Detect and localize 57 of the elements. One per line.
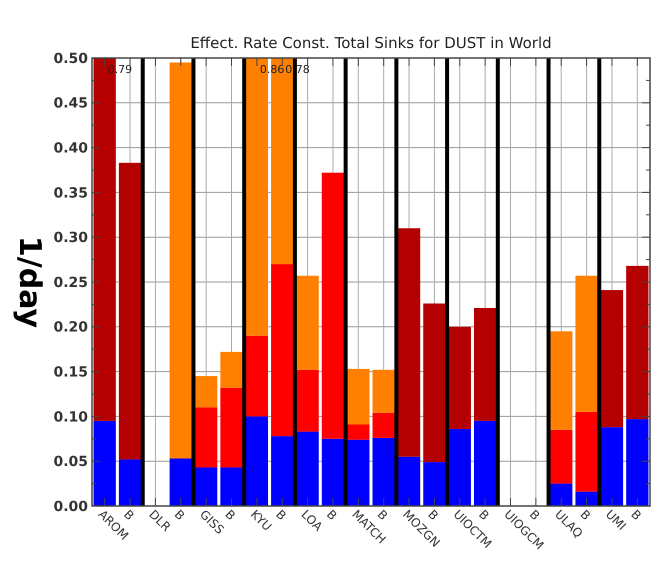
bar: [448, 326, 471, 429]
chart-title: Effect. Rate Const. Total Sinks for DUST in World: [190, 34, 552, 52]
bar: [347, 368, 370, 424]
bar: [550, 430, 572, 484]
bar: [575, 412, 598, 492]
y-tick-label: 0.30: [53, 230, 88, 246]
y-tick-label: 0.35: [53, 185, 88, 202]
bar: [94, 420, 116, 506]
x-tick-label: B: [324, 507, 340, 523]
y-tick-label: 0.40: [53, 140, 88, 156]
bar: [575, 492, 598, 506]
bar: [220, 467, 243, 506]
bar: [626, 419, 648, 506]
y-tick-label: 0.00: [53, 498, 88, 515]
bar: [271, 436, 294, 506]
y-tick-label: 0.50: [53, 50, 88, 67]
x-tick-label: B: [273, 507, 289, 523]
bar: [550, 331, 572, 430]
x-tick-label: B: [172, 507, 188, 523]
bar: [398, 456, 420, 506]
bar: [347, 424, 370, 440]
y-tick-label: 0.25: [53, 274, 88, 291]
bar: [448, 428, 471, 506]
bar: [372, 438, 395, 506]
bar: [118, 459, 142, 506]
bar: [575, 276, 598, 412]
y-tick-label: 0.45: [53, 96, 88, 112]
bar: [194, 407, 218, 468]
y-tick-label: 0.20: [53, 320, 88, 336]
bar: [296, 276, 319, 370]
bar: [170, 458, 192, 506]
bar: [600, 290, 624, 428]
bar: [474, 308, 496, 421]
y-tick-label: 0.05: [53, 454, 88, 470]
bar: [626, 266, 648, 420]
bar: [246, 416, 268, 506]
bar: [423, 462, 446, 506]
bar: [372, 370, 395, 413]
bar: [600, 427, 624, 506]
bar: [550, 484, 572, 506]
x-tick-label: B: [578, 507, 594, 523]
y-tick-label: 0.10: [53, 409, 88, 426]
x-tick-label: B: [628, 507, 644, 523]
bar: [220, 388, 243, 468]
bar: [194, 467, 218, 506]
bar: [372, 412, 395, 438]
bar: [296, 432, 319, 506]
bar: [194, 376, 218, 408]
bar: [322, 438, 344, 506]
y-axis-title: 1/day: [12, 236, 47, 329]
y-tick-label: 0.15: [53, 364, 88, 380]
bar: [220, 352, 243, 388]
x-tick-label: B: [222, 507, 238, 523]
bar: [296, 370, 319, 432]
bar: [474, 420, 496, 506]
bar: [246, 336, 268, 416]
bar: [347, 440, 370, 506]
